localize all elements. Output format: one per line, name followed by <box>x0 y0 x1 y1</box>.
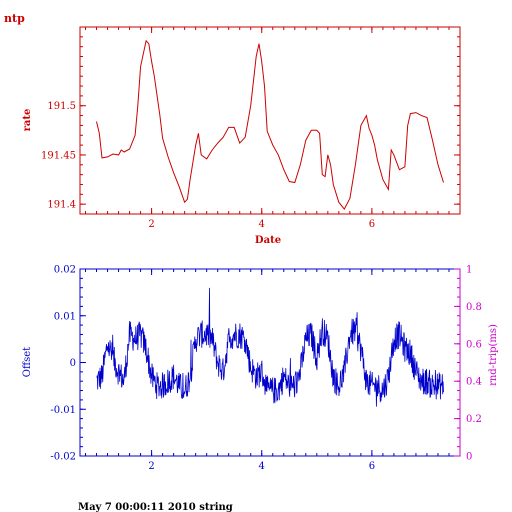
y-tick-label: 0.01 <box>54 311 76 322</box>
roundtrip-tick-label: 0 <box>466 452 472 463</box>
x-tick-label: 4 <box>259 461 265 472</box>
rate-plot-frame <box>79 26 461 215</box>
rate-x-axis-label: Date <box>255 235 281 246</box>
roundtrip-tick-label: 0.6 <box>466 339 482 350</box>
y-tick-label: 191.4 <box>47 200 76 211</box>
offset-panel: 2 4 6 -0.02 -0.01 0 0.01 0.02 0 0.2 0.4 0.6 0.8 1 Off… <box>22 265 499 473</box>
x-tick-label: 6 <box>369 461 375 472</box>
roundtrip-tick-label: 0.2 <box>466 414 482 425</box>
y-tick-label: 191.45 <box>41 150 76 161</box>
offset-series-line <box>96 287 444 407</box>
footer-timestamp: May 7 00:00:11 2010 string <box>78 502 233 512</box>
roundtrip-tick-label: 0.4 <box>466 377 482 388</box>
x-tick-label: 2 <box>148 219 154 230</box>
roundtrip-tick-label: 1 <box>466 265 472 276</box>
x-tick-label: 2 <box>148 461 154 472</box>
x-tick-label: 4 <box>259 219 265 230</box>
y-tick-label: -0.02 <box>50 452 76 463</box>
x-tick-label: 6 <box>369 219 375 230</box>
y-tick-label: 0.02 <box>54 265 76 276</box>
offset-axis-ticks: 2 4 6 -0.02 -0.01 0 0.01 0.02 0 0.2 0.4 0.6 0.8 1 <box>50 265 482 473</box>
offset-y-axis-label: Offset <box>22 347 33 377</box>
rate-panel: 2 4 6 191.4 191.45 191.5 Date rate <box>22 26 461 246</box>
roundtrip-tick-label: 0.8 <box>466 302 482 313</box>
y-tick-label: 191.5 <box>47 101 76 112</box>
roundtrip-y-axis-label: rnd-trip(ms) <box>488 324 499 386</box>
rate-y-axis-label: rate <box>22 109 33 132</box>
rate-series-line <box>96 39 444 211</box>
y-tick-label: 0 <box>70 358 76 369</box>
figure-label: ntp <box>4 12 25 25</box>
offset-plot-frame <box>79 268 461 457</box>
y-tick-label: -0.01 <box>50 405 76 416</box>
rate-axis-ticks: 2 4 6 191.4 191.45 191.5 <box>41 26 460 230</box>
